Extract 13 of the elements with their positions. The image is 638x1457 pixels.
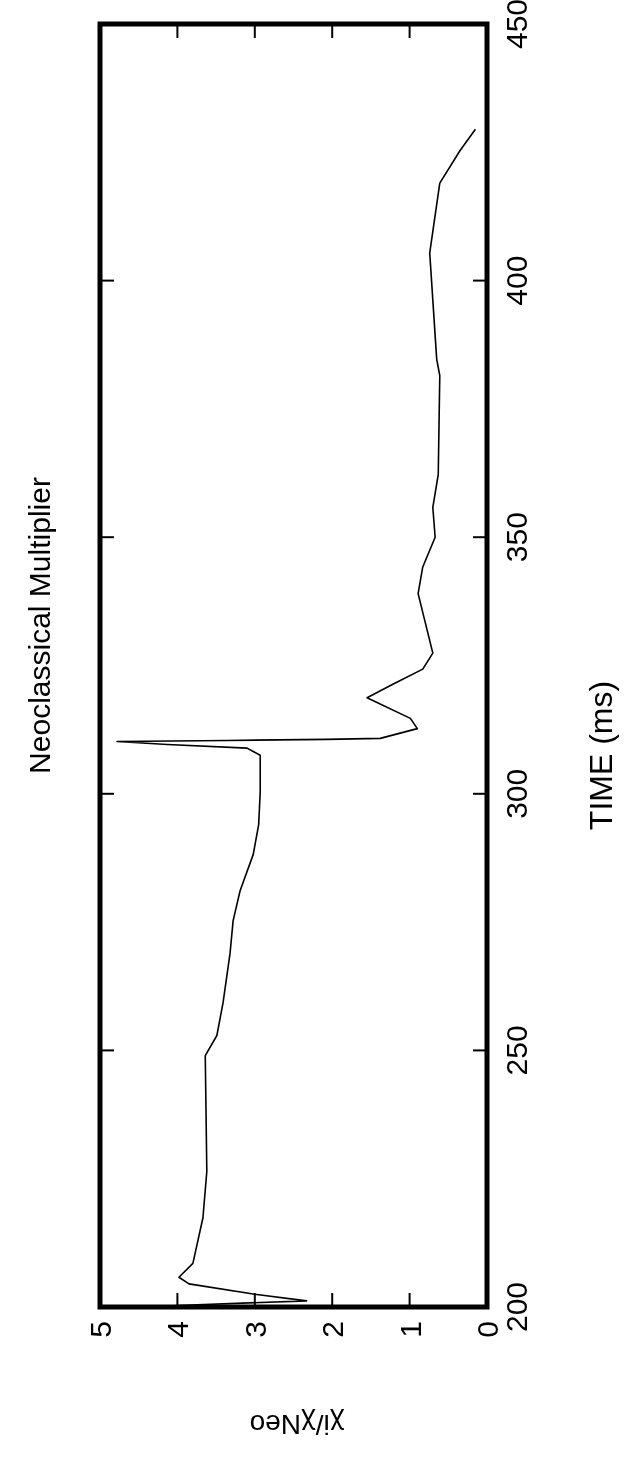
y-tick-label: 350 — [500, 512, 533, 563]
y-tick-label: 300 — [500, 768, 533, 819]
x-tick-label: 1 — [393, 1321, 427, 1338]
y-axis-title: TIME (ms) — [583, 680, 619, 831]
y-tick-label: 250 — [500, 1025, 533, 1076]
x-axis-title: χi/χNeo — [249, 1409, 345, 1440]
text: Neoclassical Multiplier — [23, 477, 56, 774]
x-tick-label: 5 — [84, 1321, 117, 1338]
y-tick-label: 450 — [500, 0, 533, 50]
x-tick-label: 2 — [316, 1321, 350, 1338]
y-tick-label: 400 — [500, 255, 533, 306]
x-tick-label: 3 — [238, 1321, 272, 1338]
x-tick-label: 4 — [161, 1321, 195, 1338]
